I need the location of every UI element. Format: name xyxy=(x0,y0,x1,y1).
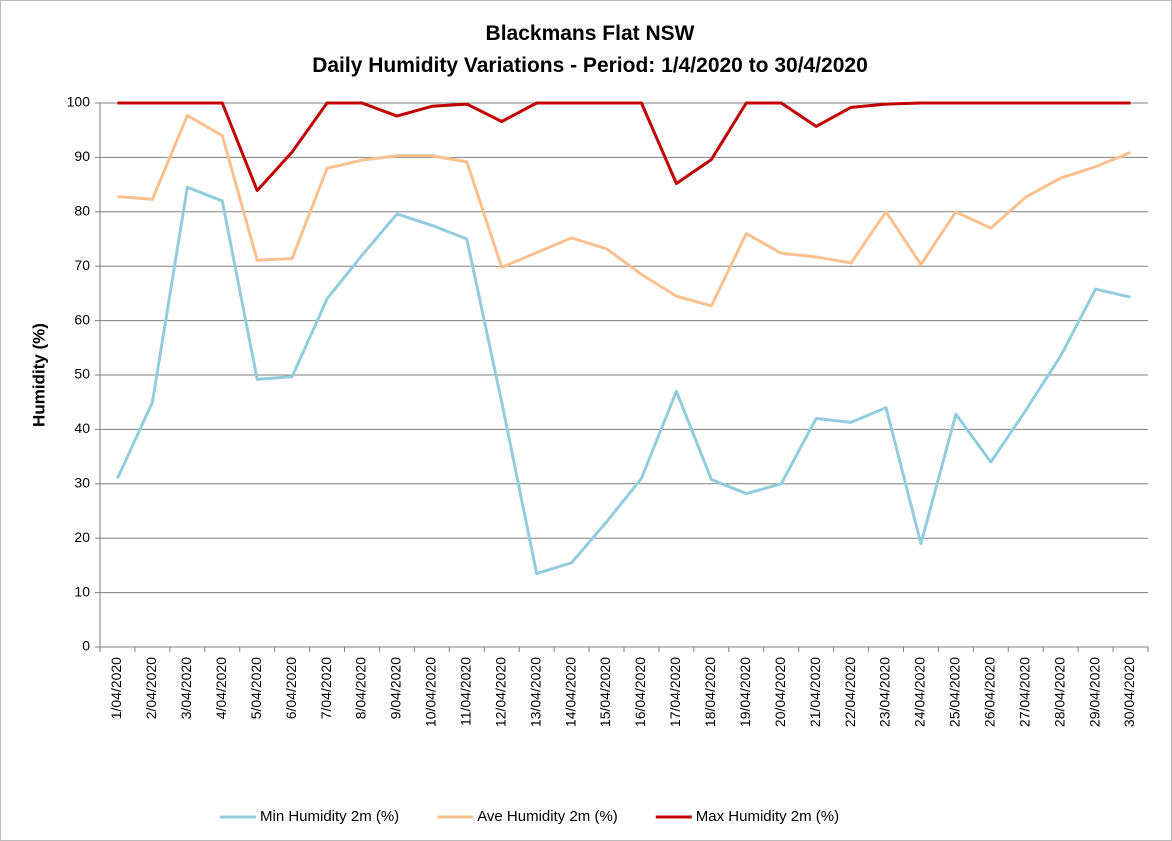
y-tick-label: 50 xyxy=(74,366,90,382)
x-tick-label: 27/04/2020 xyxy=(1016,657,1032,727)
x-tick-label: 21/04/2020 xyxy=(807,657,823,727)
y-tick-label: 40 xyxy=(74,420,90,436)
x-tick-label: 22/04/2020 xyxy=(842,657,858,727)
x-tick-label: 11/04/2020 xyxy=(458,657,474,726)
x-tick-label: 9/04/2020 xyxy=(388,657,404,719)
x-tick-label: 6/04/2020 xyxy=(283,657,299,719)
x-tick-label: 13/04/2020 xyxy=(527,657,543,727)
x-tick-label: 26/04/2020 xyxy=(982,657,998,727)
y-axis-label: Humidity (%) xyxy=(29,323,48,427)
chart-subtitle: Daily Humidity Variations - Period: 1/4/… xyxy=(312,54,868,77)
x-tick-label: 10/04/2020 xyxy=(423,657,439,727)
x-tick-label: 24/04/2020 xyxy=(912,657,928,727)
y-tick-label: 20 xyxy=(74,529,90,545)
y-tick-label: 60 xyxy=(74,311,90,327)
x-tick-label: 25/04/2020 xyxy=(947,657,963,727)
y-tick-label: 70 xyxy=(74,257,90,273)
y-tick-label: 10 xyxy=(74,583,90,599)
y-tick-label: 30 xyxy=(74,475,90,491)
x-tick-label: 17/04/2020 xyxy=(667,657,683,727)
series-line xyxy=(117,114,1132,308)
legend-label: Max Humidity 2m (%) xyxy=(696,808,839,825)
x-tick-label: 18/04/2020 xyxy=(702,657,718,727)
x-tick-label: 7/04/2020 xyxy=(318,657,334,719)
y-tick-label: 100 xyxy=(67,94,91,110)
x-tick-label: 12/04/2020 xyxy=(492,657,508,727)
x-tick-label: 2/04/2020 xyxy=(143,657,159,719)
series-line xyxy=(116,185,1131,576)
legend-item: Ave Humidity 2m (%) xyxy=(437,808,618,825)
chart-title: Blackmans Flat NSW xyxy=(486,22,695,45)
x-tick-label: 4/04/2020 xyxy=(213,657,229,719)
x-tick-label: 8/04/2020 xyxy=(353,657,369,719)
x-tick-label: 16/04/2020 xyxy=(632,657,648,727)
legend-label: Ave Humidity 2m (%) xyxy=(477,808,618,825)
legend-item: Max Humidity 2m (%) xyxy=(655,808,839,825)
x-tick-label: 23/04/2020 xyxy=(877,657,893,727)
x-tick-label: 30/04/2020 xyxy=(1121,657,1137,727)
legend-item: Min Humidity 2m (%) xyxy=(220,808,399,825)
x-tick-label: 19/04/2020 xyxy=(737,657,753,727)
x-tick-label: 3/04/2020 xyxy=(178,657,194,719)
x-tick-label: 1/04/2020 xyxy=(108,657,124,719)
x-tick-label: 5/04/2020 xyxy=(248,657,264,719)
legend-label: Min Humidity 2m (%) xyxy=(260,808,399,825)
y-tick-label: 80 xyxy=(74,203,90,219)
x-tick-label: 14/04/2020 xyxy=(562,657,578,727)
x-tick-label: 28/04/2020 xyxy=(1051,657,1067,727)
y-tick-label: 0 xyxy=(82,638,90,654)
x-tick-label: 15/04/2020 xyxy=(597,657,613,727)
y-tick-label: 90 xyxy=(74,148,90,164)
x-tick-label: 29/04/2020 xyxy=(1086,657,1102,727)
x-tick-label: 20/04/2020 xyxy=(772,657,788,727)
series-line xyxy=(117,101,1131,193)
